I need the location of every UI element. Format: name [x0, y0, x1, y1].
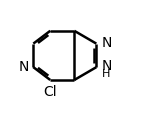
- Text: Cl: Cl: [43, 85, 57, 99]
- Text: N: N: [102, 36, 112, 50]
- Text: N: N: [19, 60, 29, 74]
- Text: H: H: [102, 69, 110, 79]
- Text: N: N: [102, 59, 112, 73]
